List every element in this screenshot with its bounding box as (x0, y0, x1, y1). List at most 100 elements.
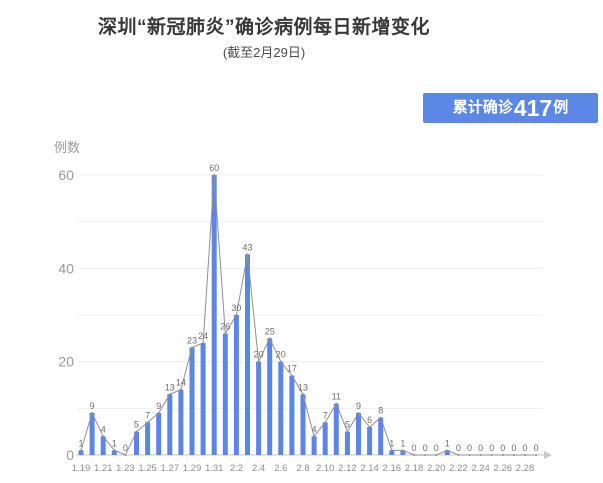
value-label: 0 (489, 443, 494, 453)
bar (444, 450, 450, 455)
value-label: 0 (511, 443, 516, 453)
bar (156, 413, 162, 455)
x-tick-label: 2.28 (516, 463, 535, 474)
point-dot (202, 342, 205, 344)
bar (256, 361, 262, 455)
bar (145, 422, 151, 455)
x-tick-label: 2.8 (296, 463, 309, 474)
point-dot (457, 454, 460, 456)
point-dot (279, 360, 282, 363)
point-dot (80, 449, 82, 452)
value-label: 1 (400, 438, 405, 448)
point-dot (157, 412, 160, 414)
value-label: 4 (101, 424, 106, 434)
x-tick-label: 2.12 (338, 463, 357, 474)
point-dot (424, 454, 427, 456)
y-tick-label: 0 (66, 447, 74, 463)
bar (89, 413, 95, 455)
bar (222, 333, 228, 455)
x-tick-label: 2.4 (252, 463, 265, 474)
value-label: 1 (389, 438, 394, 448)
point-dot (501, 454, 504, 456)
value-label: 5 (345, 420, 350, 430)
cumulative-total-badge: 累计确诊 417 例 (423, 93, 598, 123)
point-dot (390, 449, 393, 452)
point-dot (357, 412, 360, 414)
bar (333, 403, 339, 455)
point-dot (468, 454, 471, 456)
point-dot (113, 449, 116, 452)
badge-value: 417 (513, 95, 553, 121)
badge-prefix: 累计确诊 (452, 99, 513, 116)
point-dot (413, 454, 415, 456)
x-tick-label: 1.29 (183, 463, 202, 474)
value-label: 1 (445, 438, 450, 448)
bar (78, 450, 84, 455)
x-tick-label: 1.27 (161, 463, 180, 474)
x-tick-label: 2.24 (471, 463, 490, 474)
value-label: 13 (298, 382, 308, 392)
bar (311, 436, 317, 455)
bar (134, 431, 139, 455)
x-tick-label: 2.26 (494, 463, 513, 474)
y-tick-label: 60 (58, 167, 74, 183)
value-label: 30 (231, 303, 241, 313)
bar (389, 450, 395, 455)
point-dot (290, 374, 293, 377)
value-label: 9 (156, 401, 161, 411)
point-dot (302, 393, 304, 396)
point-dot (324, 421, 327, 424)
bar (367, 427, 373, 455)
value-label: 24 (198, 331, 208, 341)
value-label: 17 (287, 364, 297, 374)
point-dot (479, 454, 482, 456)
bar (289, 375, 295, 455)
trend-line (80, 174, 537, 456)
x-tick-label: 1.23 (116, 463, 135, 474)
value-label: 5 (134, 420, 139, 430)
value-label: 0 (456, 443, 461, 453)
value-label: 1 (78, 438, 83, 448)
value-label: 6 (367, 415, 372, 425)
bar (189, 347, 195, 455)
bar (278, 361, 284, 455)
point-dot (213, 174, 216, 176)
x-tick-label: 1.19 (72, 463, 91, 474)
bar (267, 338, 273, 455)
x-tick-label: 2.10 (316, 463, 335, 474)
value-label: 0 (500, 443, 505, 453)
value-label: 7 (145, 410, 150, 420)
value-label: 11 (332, 392, 341, 402)
bar (344, 431, 350, 455)
point-dot (446, 449, 449, 452)
value-label: 0 (522, 443, 527, 453)
x-tick-label: 2.16 (383, 463, 402, 474)
y-axis-unit-label: 例数 (54, 140, 81, 155)
bar (111, 450, 117, 455)
point-dot (490, 454, 493, 456)
value-label: 8 (378, 406, 383, 416)
y-tick-label: 40 (58, 260, 74, 276)
value-label: 9 (90, 401, 95, 411)
bar (378, 417, 384, 455)
value-label: 0 (411, 443, 416, 453)
point-dot (401, 449, 404, 452)
value-label: 0 (478, 443, 483, 453)
x-tick-label: 2.2 (230, 463, 243, 474)
point-dot (257, 360, 260, 363)
bar (356, 413, 361, 455)
value-label: 20 (276, 350, 286, 360)
point-dot (124, 454, 127, 456)
value-label: 26 (220, 322, 230, 332)
x-tick-label: 2.22 (449, 463, 468, 474)
value-label: 14 (176, 378, 186, 388)
value-label: 0 (467, 443, 472, 453)
page-title: 深圳“新冠肺炎”确诊病例每日新增变化 (97, 17, 430, 38)
point-dot (168, 393, 171, 396)
value-label: 25 (265, 326, 275, 336)
bar (322, 422, 328, 455)
point-dot (524, 454, 526, 456)
point-dot (191, 346, 193, 349)
point-dot (435, 454, 438, 456)
